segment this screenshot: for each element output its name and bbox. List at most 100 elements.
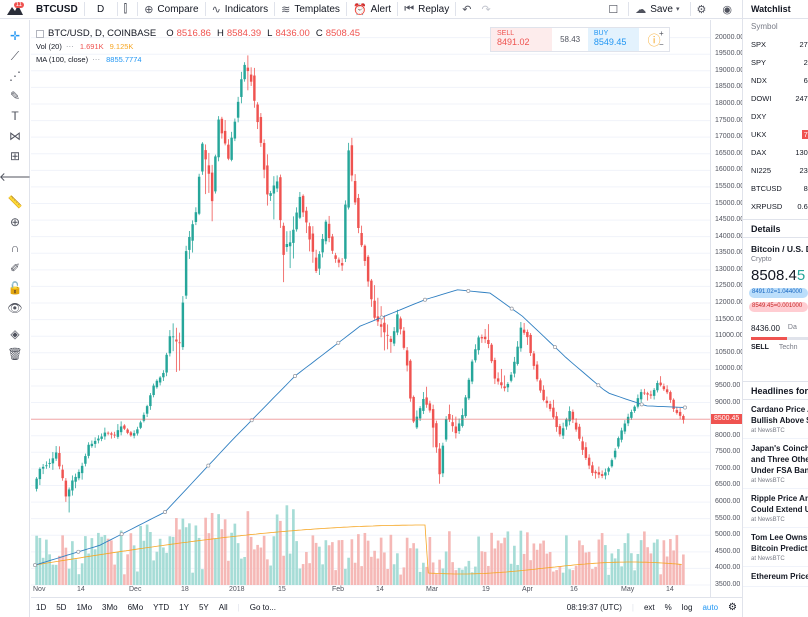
eye-icon[interactable]: 👁: [7, 301, 23, 315]
buy-price: 8549.45: [593, 37, 627, 47]
watchlist-row[interactable]: DOWI 2471: [743, 89, 808, 107]
watchlist-row[interactable]: NDX 68: [743, 71, 808, 89]
range-button-3mo[interactable]: 3Mo: [102, 603, 118, 612]
headline-item[interactable]: Japan's Coinche and Three Other Under FSA …: [743, 439, 808, 489]
watchlist-row[interactable]: UKX 78: [743, 125, 808, 143]
headline-item[interactable]: Tom Lee Owns H Bitcoin Predictio at NewsBT…: [743, 528, 808, 567]
info-icon[interactable]: ⓘ: [647, 33, 661, 48]
trash-icon[interactable]: 🗑: [7, 347, 23, 361]
auto-toggle[interactable]: auto: [702, 603, 719, 612]
sell-button[interactable]: SELL 8491.02: [491, 28, 553, 51]
price-tick-label: 6000.00: [715, 498, 741, 506]
alert-button[interactable]: ⏰ Alert: [347, 0, 397, 19]
goto-button[interactable]: Go to...: [249, 603, 276, 612]
more-icon[interactable]: ···: [65, 42, 74, 51]
app-logo[interactable]: 11: [0, 0, 30, 19]
technicals-label[interactable]: Techn: [778, 344, 798, 351]
ma-marker: [553, 345, 557, 350]
percent-toggle[interactable]: %: [664, 603, 672, 612]
volume-bar: [480, 551, 484, 585]
range-button-all[interactable]: All: [218, 603, 228, 612]
ask-pill: 8549.45=0.001000: [749, 302, 808, 312]
ext-toggle[interactable]: ext: [643, 603, 655, 612]
volume-bar: [292, 509, 295, 585]
chart-style-button[interactable]: ⫿: [118, 0, 138, 19]
replay-button[interactable]: ⏮ Replay: [398, 0, 455, 19]
volume-bar: [389, 534, 393, 585]
trendline-tool[interactable]: ⟋: [10, 48, 20, 63]
price-chart[interactable]: [31, 20, 710, 597]
gear-icon[interactable]: ⚙: [728, 602, 737, 613]
headline-source: at NewsBTC: [751, 478, 785, 484]
buy-button[interactable]: BUY 8549.45: [587, 28, 640, 51]
watchlist-row[interactable]: BTCUSD 85: [743, 179, 808, 197]
watchlist-row[interactable]: NI225 230: [743, 161, 808, 179]
interval-button[interactable]: D: [85, 0, 117, 19]
templates-button[interactable]: ≋ Templates: [275, 0, 346, 19]
headline-item[interactable]: Ripple Price Ana Could Extend Up at NewsBT…: [743, 489, 808, 528]
text-tool[interactable]: T: [11, 109, 19, 123]
minus-icon[interactable]: −: [659, 40, 664, 49]
redo-button[interactable]: ↷: [481, 0, 500, 19]
divider: |: [237, 603, 240, 612]
indicators-button[interactable]: ∿ Indicators: [206, 0, 275, 19]
headline-item[interactable]: Ethereum Price: [743, 567, 808, 587]
layers-icon[interactable]: ◈: [10, 327, 20, 341]
time-axis[interactable]: Nov 14 Dec 18 2018 15 Feb 14 Mar 19 Apr 16 May 14: [31, 585, 710, 597]
volume-bar: [649, 553, 653, 585]
candle-body: [496, 378, 500, 382]
brush-tool[interactable]: ✎: [9, 89, 21, 103]
compare-button[interactable]: ⊕ Compare: [138, 0, 204, 19]
candle-body: [594, 471, 597, 474]
candle-body: [321, 238, 324, 253]
range-button-5y[interactable]: 5Y: [198, 603, 209, 612]
candle-body: [152, 385, 155, 396]
zoom-in-tool[interactable]: ⊕: [9, 215, 21, 229]
chart-canvas[interactable]: [31, 20, 710, 597]
log-toggle[interactable]: log: [681, 603, 693, 612]
magnet-tool[interactable]: ∩: [10, 241, 20, 255]
volume-bar: [587, 551, 591, 585]
symbol-search-button[interactable]: BTCUSD: [30, 0, 84, 19]
fullscreen-button[interactable]: ☐: [602, 0, 628, 19]
time-tick-label: 14: [666, 586, 674, 593]
watchlist-row[interactable]: DAX 1307: [743, 143, 808, 161]
lock-icon[interactable]: 🔓: [7, 281, 23, 295]
divider: [83, 2, 85, 16]
crosshair-tool[interactable]: ✛: [9, 29, 21, 43]
volume-bar: [571, 570, 575, 585]
save-button[interactable]: ☁ Save ▾: [629, 0, 689, 19]
candle-body: [288, 242, 292, 247]
fib-tool[interactable]: ⋰: [9, 69, 21, 83]
snapshot-button[interactable]: ◉: [716, 0, 742, 19]
watchlist-row[interactable]: SPY 27: [743, 53, 808, 71]
watchlist-row[interactable]: DXY9: [743, 107, 808, 125]
quantity-stepper[interactable]: + −: [659, 28, 664, 50]
price-axis[interactable]: 20000.00 19500.00 19000.00 18500.00 18000.00…: [710, 20, 744, 597]
pattern-tool[interactable]: ⋈: [9, 129, 21, 143]
settings-button[interactable]: ⚙: [691, 0, 717, 19]
prediction-tool[interactable]: ⊞: [9, 149, 21, 163]
headlines-list: Cardano Price A Bullish Above $0 at NewsBT…: [743, 400, 808, 587]
range-button-5d[interactable]: 5D: [56, 603, 67, 612]
range-button-ytd[interactable]: YTD: [153, 603, 170, 612]
watchlist-column-symbol[interactable]: Symbol: [751, 22, 778, 31]
clock-readout[interactable]: 08:19:37 (UTC): [566, 603, 622, 612]
price-tick-label: 7500.00: [715, 448, 741, 456]
arrow-back-icon[interactable]: 🡐: [0, 169, 32, 184]
range-button-1d[interactable]: 1D: [36, 603, 47, 612]
range-button-6mo[interactable]: 6Mo: [127, 603, 144, 612]
range-button-1y[interactable]: 1Y: [179, 603, 189, 612]
plus-icon[interactable]: +: [659, 29, 664, 38]
headline-item[interactable]: Cardano Price A Bullish Above $0 at NewsBT…: [743, 400, 808, 439]
collapse-legend-icon[interactable]: [36, 29, 44, 38]
more-icon[interactable]: ···: [92, 55, 101, 64]
range-button-1mo[interactable]: 1Mo: [76, 603, 93, 612]
volume-bar: [162, 547, 165, 585]
ruler-tool[interactable]: 📏: [7, 195, 23, 209]
candle-body: [483, 336, 487, 340]
watchlist-row[interactable]: XRPUSD 0.69: [743, 197, 808, 215]
lock-drawings-tool[interactable]: ✐: [9, 261, 21, 275]
watchlist-row[interactable]: SPX 271: [743, 35, 808, 53]
undo-button[interactable]: ↶: [456, 0, 481, 19]
